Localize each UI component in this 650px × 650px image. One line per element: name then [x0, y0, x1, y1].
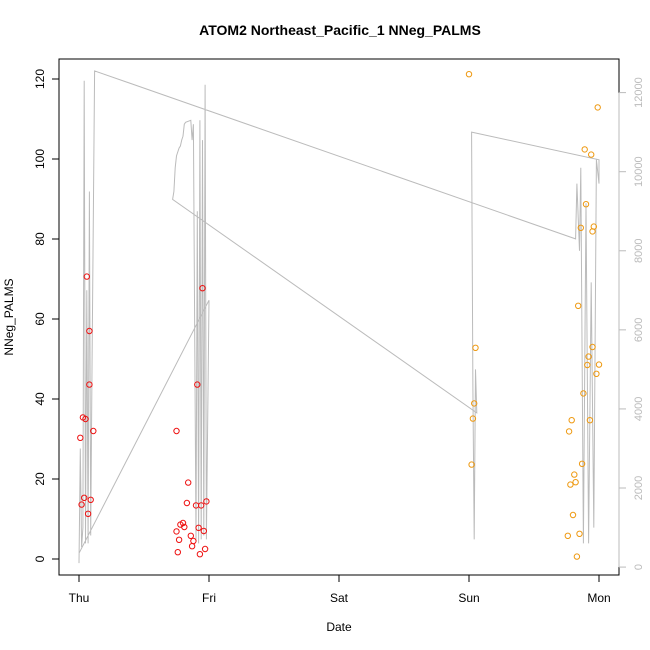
- y-tick-label-60: 60: [33, 312, 47, 326]
- data-point-red-3: [81, 494, 88, 501]
- data-point-orange-13: [575, 302, 582, 309]
- y2-tick-label-4000: 4000: [633, 397, 645, 421]
- x-tick-label-Fri: Fri: [202, 591, 216, 605]
- data-point-orange-18: [581, 146, 588, 153]
- x-tick-label-Mon: Mon: [587, 591, 610, 605]
- data-point-orange-7: [567, 481, 574, 488]
- y2-tick-label-10000: 10000: [633, 156, 645, 187]
- x-tick-label-Sun: Sun: [458, 591, 479, 605]
- data-point-red-10: [90, 427, 97, 435]
- data-point-red-0: [77, 434, 84, 441]
- data-point-orange-21: [585, 353, 592, 360]
- data-point-red-6: [84, 510, 92, 517]
- data-point-red-20: [187, 532, 195, 539]
- data-point-orange-11: [572, 479, 579, 486]
- data-point-orange-8: [568, 417, 575, 424]
- data-point-orange-2: [469, 415, 477, 422]
- data-point-red-5: [83, 273, 91, 280]
- data-point-red-18: [183, 499, 191, 507]
- data-point-red-16: [179, 519, 187, 527]
- x-axis: Thu Fri Sat Sun Mon: [69, 574, 611, 605]
- data-point-orange-22: [586, 417, 594, 424]
- y2-tick-label-6000: 6000: [633, 318, 645, 342]
- data-point-orange-27: [593, 370, 600, 377]
- data-point-orange-14: [576, 530, 583, 537]
- data-point-red-31: [203, 498, 210, 505]
- data-point-orange-3: [471, 400, 478, 407]
- data-point-orange-0: [465, 71, 473, 78]
- chart-title: ATOM2 Northeast_Pacific_1 NNeg_PALMS: [199, 22, 481, 38]
- data-point-red-24: [194, 381, 201, 388]
- data-point-red-14: [175, 536, 183, 543]
- data-point-red-13: [174, 549, 182, 556]
- y-tick-label-80: 80: [33, 232, 47, 246]
- x-tick-label-Sat: Sat: [330, 591, 349, 605]
- y-tick-label-100: 100: [33, 149, 47, 169]
- data-point-red-12: [173, 528, 180, 535]
- data-point-orange-26: [590, 223, 597, 230]
- y2-tick-label-0: 0: [633, 564, 645, 570]
- data-point-red-8: [86, 381, 93, 388]
- data-point-red-27: [198, 502, 205, 509]
- y-axis-left: 0 20 40 60 80 100 120: [33, 69, 60, 562]
- altitude-line-layer: [78, 70, 600, 564]
- data-point-red-30: [201, 545, 209, 553]
- data-point-orange-23: [588, 151, 595, 158]
- data-point-orange-6: [565, 428, 573, 435]
- y-axis-label: NNeg_PALMS: [2, 278, 16, 355]
- x-axis-label: Date: [326, 620, 352, 634]
- data-point-red-4: [82, 415, 89, 423]
- data-point-red-29: [200, 527, 208, 535]
- data-point-red-25: [195, 524, 202, 531]
- points-layer: [77, 71, 603, 560]
- data-point-red-26: [196, 551, 204, 558]
- altitude-line: [78, 70, 600, 564]
- y2-tick-label-8000: 8000: [633, 239, 645, 263]
- data-point-red-1: [78, 501, 85, 508]
- data-point-red-7: [86, 327, 93, 335]
- data-point-red-28: [199, 285, 206, 292]
- data-point-orange-9: [569, 511, 577, 519]
- y-tick-label-20: 20: [33, 472, 47, 486]
- x-tick-label-Thu: Thu: [69, 591, 90, 605]
- data-point-red-17: [181, 523, 188, 531]
- data-point-orange-17: [580, 390, 587, 397]
- y2-tick-label-2000: 2000: [633, 476, 645, 500]
- data-point-red-9: [87, 496, 94, 503]
- y-axis-right: 0 2000 4000 6000 8000 10000 12000: [618, 77, 645, 570]
- data-point-orange-28: [594, 104, 601, 111]
- y-tick-label-40: 40: [33, 392, 47, 406]
- data-point-orange-24: [589, 343, 596, 351]
- data-point-orange-5: [564, 532, 571, 539]
- data-point-orange-16: [578, 460, 586, 467]
- data-point-red-21: [188, 543, 196, 550]
- y-tick-label-120: 120: [33, 69, 47, 89]
- y2-tick-label-12000: 12000: [633, 77, 645, 108]
- data-point-red-11: [173, 427, 180, 435]
- data-point-orange-19: [582, 201, 590, 208]
- data-point-red-22: [190, 537, 197, 545]
- data-point-orange-4: [472, 344, 479, 351]
- data-point-orange-12: [573, 553, 581, 560]
- y-tick-label-0: 0: [33, 555, 47, 562]
- data-point-orange-10: [571, 471, 578, 478]
- data-point-orange-1: [468, 461, 475, 468]
- data-point-orange-15: [577, 224, 584, 232]
- data-point-orange-29: [595, 361, 603, 368]
- data-point-red-19: [185, 479, 192, 486]
- plot-frame: [58, 58, 620, 576]
- data-point-orange-20: [584, 361, 591, 369]
